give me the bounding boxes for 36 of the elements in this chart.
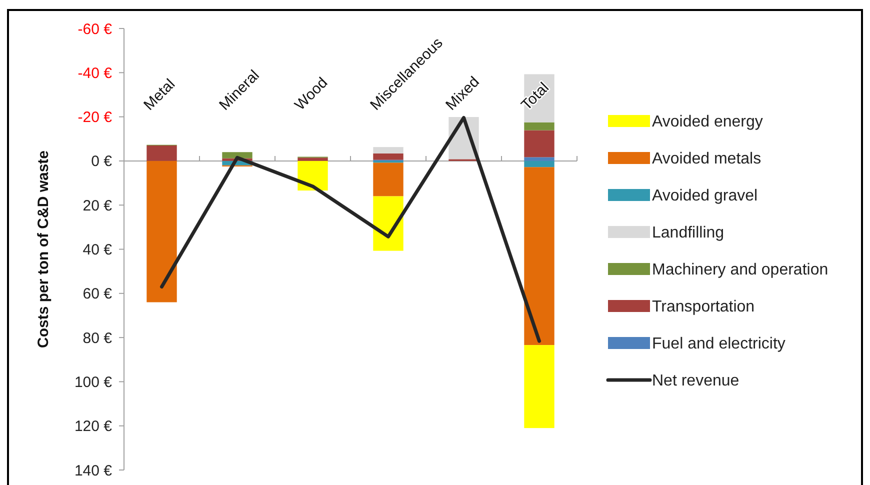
bar [524,345,554,428]
y-tick-label: 40 € [82,242,113,258]
legend-label: Machinery and operation [652,262,828,279]
bar [524,122,554,130]
y-tick-label: -20 € [78,109,113,126]
bar [524,160,554,168]
bar [298,158,328,161]
bar [373,147,404,154]
bar [146,145,177,161]
y-tick-label: 20 € [82,197,113,214]
legend-label: Transportation [652,298,755,316]
y-tick-label: 80 € [82,330,113,347]
line-series [160,116,541,343]
bar [524,167,554,346]
y-tick-label: 0 € [91,153,113,170]
bar [373,162,404,196]
legend-label: Avoided metals [652,150,762,168]
y-tick-label: 100 € [74,374,113,391]
y-tick-label: -60 € [78,20,113,38]
y-tick-label: 140 € [74,462,113,480]
legend-label: Landfilling [652,224,724,242]
bar [222,152,252,158]
y-axis-title: Costs per ton of C&D waste [35,150,52,348]
legend-label: Avoided energy [652,114,763,131]
y-tick-label: -40 € [78,64,113,82]
legend-label: Fuel and electricity [652,336,786,353]
bar [373,196,404,251]
legend-label: Net revenue [652,372,740,390]
bar [524,130,554,158]
bar [373,153,404,160]
bar [146,160,177,302]
legend-label: Avoided gravel [652,188,758,205]
y-tick-label: 60 € [82,286,113,303]
bar [298,160,328,191]
y-tick-label: 120 € [74,418,113,436]
bar [524,157,554,161]
